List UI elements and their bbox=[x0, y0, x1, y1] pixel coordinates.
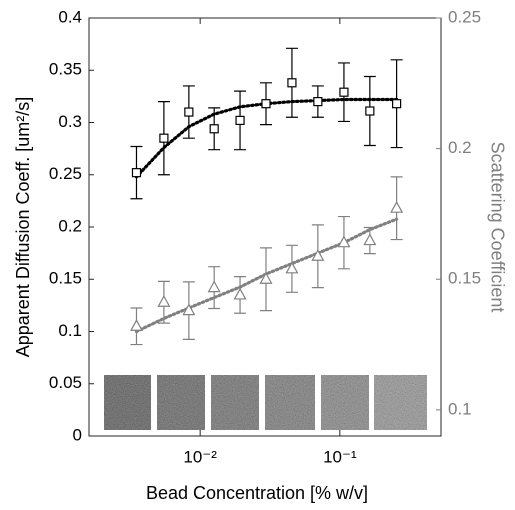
data-marker bbox=[337, 235, 351, 248]
data-marker bbox=[311, 249, 325, 261]
x-tick-label: 10⁻¹ bbox=[323, 447, 357, 466]
data-marker bbox=[235, 115, 245, 126]
x-tick-label: 10⁻² bbox=[183, 447, 217, 466]
y-tick-label: 0.4 bbox=[58, 7, 82, 26]
data-marker bbox=[363, 233, 377, 246]
y2-tick-label: 0.15 bbox=[448, 269, 481, 288]
data-marker bbox=[313, 96, 323, 107]
data-marker bbox=[159, 133, 169, 143]
data-marker bbox=[287, 78, 297, 88]
inset-noise bbox=[265, 375, 315, 430]
y-axis-label: Apparent Diffusion Coeff. [um²/s] bbox=[13, 97, 33, 357]
data-marker bbox=[285, 261, 299, 274]
y-tick-label: 0.1 bbox=[58, 321, 82, 340]
data-marker bbox=[131, 168, 142, 178]
y2-tick-label: 0.1 bbox=[448, 399, 472, 418]
inset-noise bbox=[104, 375, 151, 430]
data-marker bbox=[157, 294, 171, 307]
inset-noise bbox=[374, 375, 427, 430]
data-marker bbox=[182, 303, 196, 316]
y-tick-label: 0.15 bbox=[49, 269, 82, 288]
y-tick-label: 0.35 bbox=[49, 60, 82, 79]
data-marker bbox=[261, 99, 271, 109]
y-tick-label: 0 bbox=[73, 425, 82, 444]
inset-noise bbox=[157, 375, 205, 430]
data-marker bbox=[259, 272, 273, 284]
inset-noise bbox=[321, 375, 369, 430]
y-tick-label: 0.3 bbox=[58, 112, 82, 131]
y2-axis-label: Scattering Coefficient bbox=[487, 142, 507, 313]
y-tick-label: 0.25 bbox=[49, 164, 82, 183]
data-marker bbox=[184, 107, 194, 117]
plot-frame bbox=[88, 17, 442, 437]
y2-tick-label: 0.25 bbox=[448, 7, 481, 26]
inset-noise bbox=[211, 375, 259, 430]
data-marker bbox=[207, 280, 221, 293]
data-marker bbox=[365, 106, 375, 116]
data-marker bbox=[209, 124, 219, 134]
y-tick-label: 0.05 bbox=[49, 373, 82, 392]
inset-images bbox=[104, 375, 427, 430]
y2-tick-label: 0.2 bbox=[448, 138, 472, 157]
data-marker bbox=[390, 200, 404, 213]
data-marker bbox=[129, 319, 143, 331]
data-marker bbox=[233, 287, 247, 300]
data-marker bbox=[392, 99, 402, 109]
x-axis-label: Bead Concentration [% w/v] bbox=[146, 483, 368, 503]
y-tick-label: 0.2 bbox=[58, 216, 82, 235]
data-marker bbox=[339, 87, 349, 97]
